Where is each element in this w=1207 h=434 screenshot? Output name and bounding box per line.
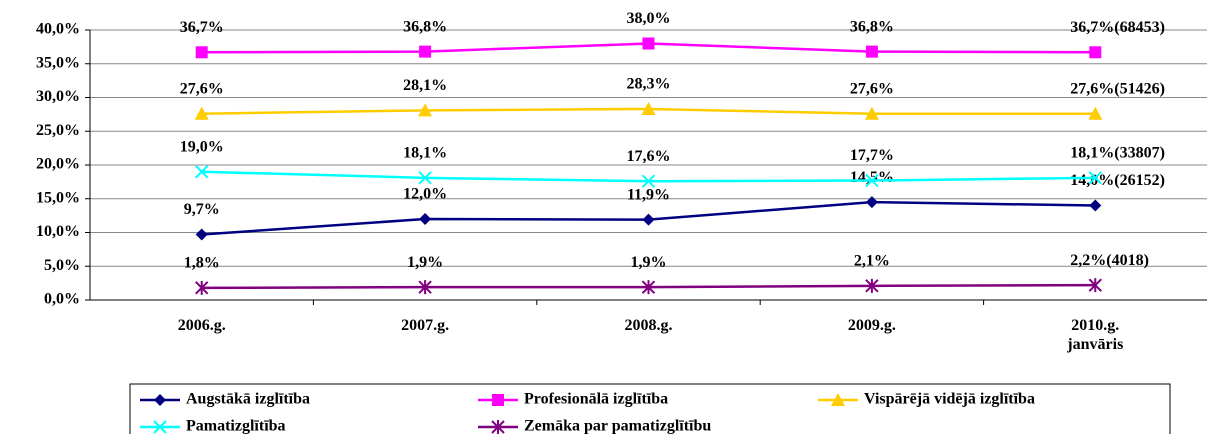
data-label: 28,1% <box>403 77 447 94</box>
data-label: 27,6%(51426) <box>1070 80 1165 97</box>
marker <box>865 173 879 188</box>
marker <box>194 106 209 120</box>
data-label: 18,1%(33807) <box>1070 144 1165 161</box>
marker <box>642 213 655 226</box>
y-tick-label: 0,0% <box>44 291 80 308</box>
marker <box>194 165 209 179</box>
marker <box>154 394 166 406</box>
data-label: 38,0% <box>627 10 671 27</box>
data-label: 1,8% <box>184 255 220 272</box>
marker <box>418 103 433 117</box>
marker <box>865 278 879 293</box>
legend-label: Pamatizglītība <box>186 418 286 434</box>
data-label: 36,7% <box>180 19 224 36</box>
data-label: 11,9% <box>627 186 670 203</box>
data-label: 36,8% <box>850 18 894 35</box>
marker <box>1088 278 1103 293</box>
data-label: 1,9% <box>407 254 443 271</box>
marker <box>641 280 656 295</box>
marker <box>153 420 167 434</box>
y-tick-label: 30,0% <box>36 88 80 105</box>
data-label: 18,1% <box>403 144 447 161</box>
marker <box>831 393 845 406</box>
data-label: 14,0%(26152) <box>1070 172 1165 189</box>
marker <box>419 213 432 225</box>
data-label: 2,2%(4018) <box>1070 252 1149 269</box>
marker <box>491 420 505 434</box>
data-label: 36,7%(68453) <box>1070 19 1165 36</box>
marker <box>642 37 655 50</box>
data-label: 14,5% <box>850 169 894 186</box>
marker <box>195 228 208 241</box>
marker <box>641 174 656 188</box>
marker <box>1088 171 1103 185</box>
data-label: 9,7% <box>184 201 220 218</box>
marker <box>1089 46 1102 59</box>
legend-label: Vispārējā vidējā izglītība <box>864 391 1035 408</box>
y-tick-label: 5,0% <box>44 257 80 274</box>
data-label: 1,9% <box>631 254 667 271</box>
marker <box>418 280 432 295</box>
marker <box>1089 199 1102 212</box>
legend-box <box>129 383 1171 434</box>
data-label: 19,0% <box>180 138 224 155</box>
x-tick-label: 2009.g. <box>847 317 896 334</box>
marker <box>864 106 879 120</box>
data-label: 12,0% <box>403 186 447 203</box>
data-label: 17,7% <box>850 147 894 164</box>
legend-label: Zemāka par pamatizglītību <box>524 418 711 434</box>
y-tick-label: 20,0% <box>36 156 80 173</box>
x-tick-label: 2010.g. janvāris <box>1067 317 1124 353</box>
marker <box>418 171 432 185</box>
data-label: 17,6% <box>627 148 671 165</box>
y-tick-label: 35,0% <box>36 54 80 71</box>
marker <box>865 196 878 209</box>
y-tick-label: 10,0% <box>36 223 80 240</box>
data-label: 28,3% <box>627 76 671 93</box>
x-tick-label: 2006.g. <box>177 317 226 334</box>
marker <box>492 394 504 406</box>
data-label: 2,1% <box>854 252 890 269</box>
x-tick-label: 2008.g. <box>624 317 673 334</box>
series-line <box>201 170 1096 183</box>
marker <box>195 46 208 59</box>
data-label: 27,6% <box>180 80 224 97</box>
data-label: 27,6% <box>850 80 894 97</box>
y-tick-label: 25,0% <box>36 122 80 139</box>
data-label: 36,8% <box>403 18 447 35</box>
legend-label: Profesionālā izglītība <box>524 391 668 408</box>
marker <box>419 45 432 58</box>
legend-label: Augstākā izglītība <box>186 391 310 408</box>
y-tick-label: 15,0% <box>36 189 80 206</box>
marker <box>865 45 878 58</box>
x-tick-label: 2007.g. <box>401 317 450 334</box>
marker <box>1088 106 1103 120</box>
y-tick-label: 40,0% <box>36 21 80 38</box>
marker <box>641 101 656 115</box>
marker <box>194 280 209 295</box>
